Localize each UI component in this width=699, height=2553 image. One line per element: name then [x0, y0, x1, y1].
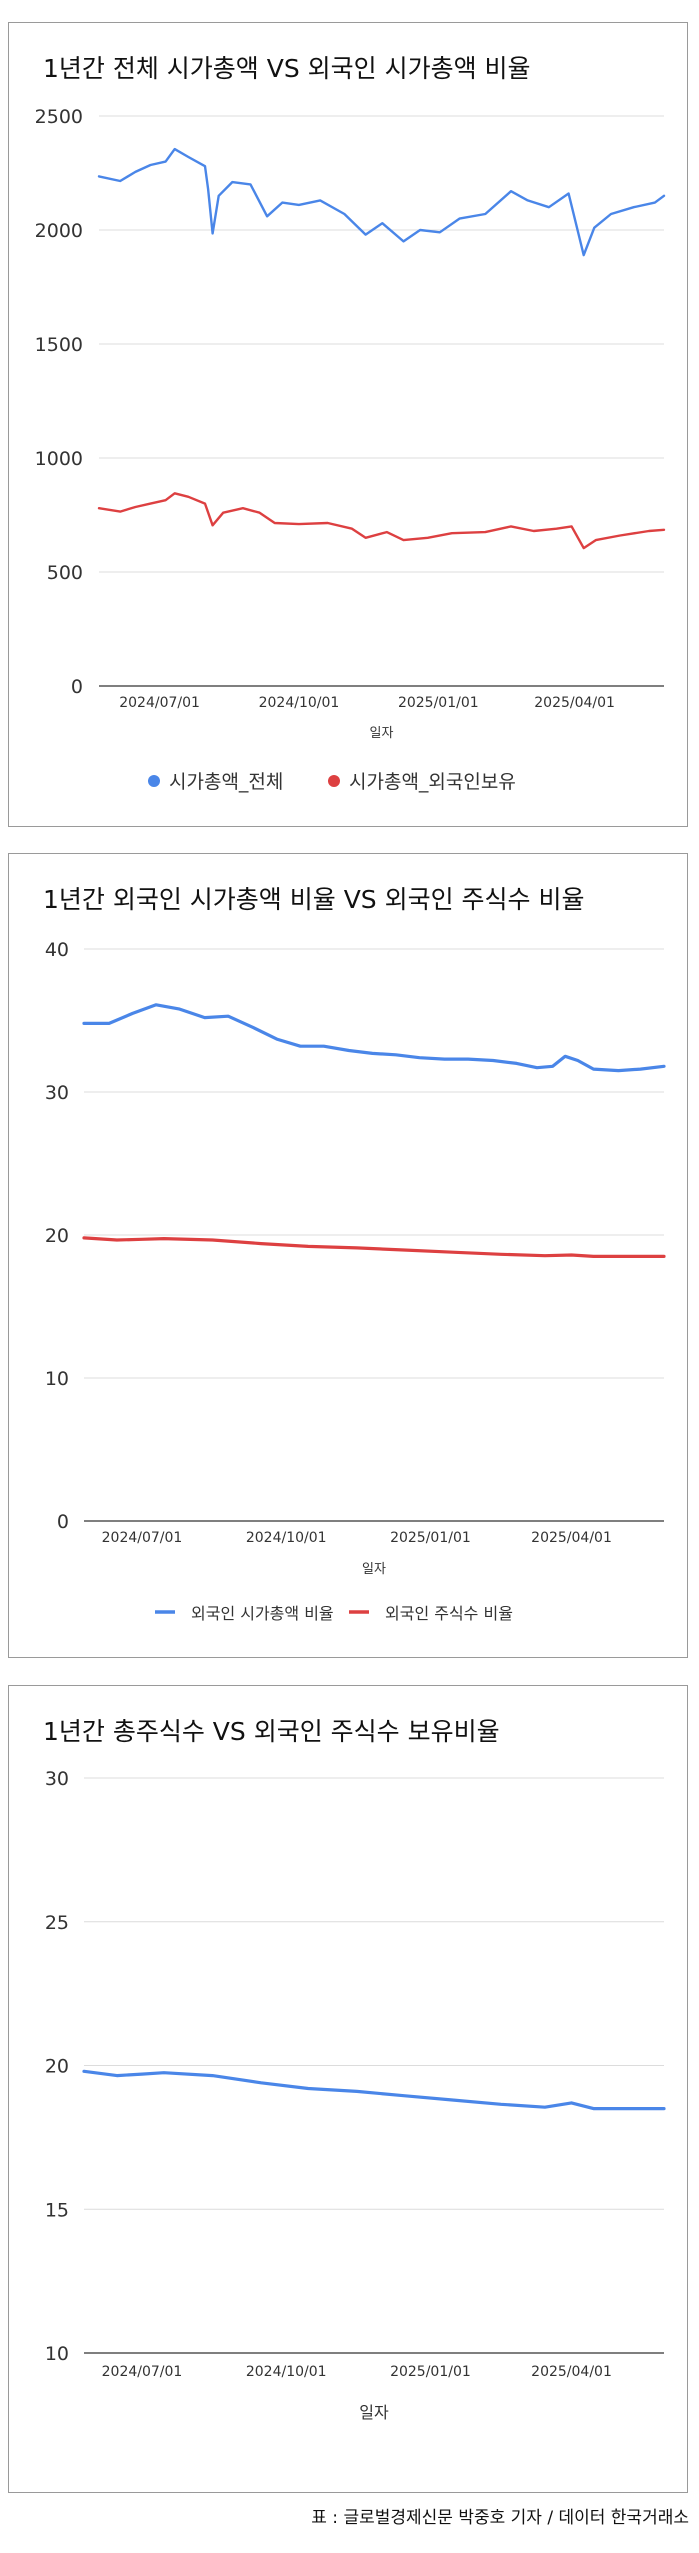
- series-line-2: [97, 492, 666, 550]
- source-caption: 표 : 글로벌경제신문 박중호 기자 / 데이터 한국거래소: [311, 2508, 689, 2528]
- x-tick-label: 2024/10/01: [246, 1530, 327, 1546]
- x-tick-label: 2025/01/01: [398, 695, 479, 711]
- legend-marker: [328, 775, 340, 787]
- y-tick-label: 0: [71, 676, 83, 698]
- series-line-2: [82, 1236, 666, 1258]
- series-line-1: [82, 2069, 666, 2111]
- y-tick-label: 15: [45, 2199, 69, 2221]
- y-tick-label: 20: [45, 2056, 69, 2078]
- x-axis-label: 일자: [362, 1562, 386, 1577]
- legend-marker: [148, 775, 160, 787]
- legend-label: 시가총액_전체: [169, 771, 283, 793]
- chart-panel-foreign-ratio: 1년간 외국인 시가총액 비율 VS 외국인 주식수 비율 0 10 20 30 40 2…: [8, 853, 688, 1658]
- y-tick-label: 30: [45, 1082, 69, 1104]
- series-line-1: [97, 147, 666, 257]
- chart-svg: 0 10 20 30 40 2024/07/01 2024/10/01 2025/01/01 2…: [45, 939, 666, 1623]
- chart-svg: 10 15 20 25 30 2024/07/01 2024/10/01 2025/01/01…: [45, 1768, 666, 2422]
- y-tick-label: 1000: [35, 448, 83, 470]
- y-tick-label: 25: [45, 1912, 69, 1934]
- y-tick-label: 0: [57, 1511, 69, 1533]
- legend-label: 외국인 시가총액 비율: [191, 1604, 334, 1623]
- x-axis-label: 일자: [359, 2403, 389, 2422]
- x-tick-label: 2024/07/01: [102, 2364, 183, 2380]
- x-tick-label: 2024/10/01: [259, 695, 340, 711]
- x-tick-label: 2025/04/01: [534, 695, 615, 711]
- y-tick-label: 40: [45, 939, 69, 961]
- x-tick-label: 2024/07/01: [119, 695, 200, 711]
- x-tick-label: 2025/01/01: [390, 2364, 471, 2380]
- y-tick-label: 10: [45, 2343, 69, 2365]
- y-tick-label: 2000: [35, 220, 83, 242]
- chart-title: 1년간 전체 시가총액 VS 외국인 시가총액 비율: [43, 54, 531, 83]
- y-tick-label: 20: [45, 1225, 69, 1247]
- x-tick-label: 2025/04/01: [531, 1530, 612, 1546]
- chart-panel-share-ratio: 1년간 총주식수 VS 외국인 주식수 보유비율 10 15 20 25 30 2024/…: [8, 1685, 688, 2493]
- chart-title: 1년간 외국인 시가총액 비율 VS 외국인 주식수 비율: [43, 885, 585, 914]
- x-tick-label: 2025/01/01: [390, 1530, 471, 1546]
- y-tick-label: 500: [47, 562, 83, 584]
- legend-label: 외국인 주식수 비율: [385, 1604, 513, 1623]
- x-tick-label: 2024/10/01: [246, 2364, 327, 2380]
- legend-label: 시가총액_외국인보유: [349, 771, 516, 793]
- y-tick-label: 2500: [35, 106, 83, 128]
- chart-panel-market-cap: 1년간 전체 시가총액 VS 외국인 시가총액 비율 0 500 1000 1500 2…: [8, 22, 688, 827]
- y-tick-label: 10: [45, 1368, 69, 1390]
- x-axis-label: 일자: [370, 726, 394, 741]
- chart-title: 1년간 총주식수 VS 외국인 주식수 보유비율: [43, 1717, 500, 1746]
- x-tick-label: 2024/07/01: [102, 1530, 183, 1546]
- y-tick-label: 1500: [35, 334, 83, 356]
- series-line-1: [82, 1003, 666, 1073]
- x-tick-label: 2025/04/01: [531, 2364, 612, 2380]
- y-tick-label: 30: [45, 1768, 69, 1790]
- chart-svg: 0 500 1000 1500 2000 2500 2024/07/01 2024/10/01…: [35, 106, 666, 793]
